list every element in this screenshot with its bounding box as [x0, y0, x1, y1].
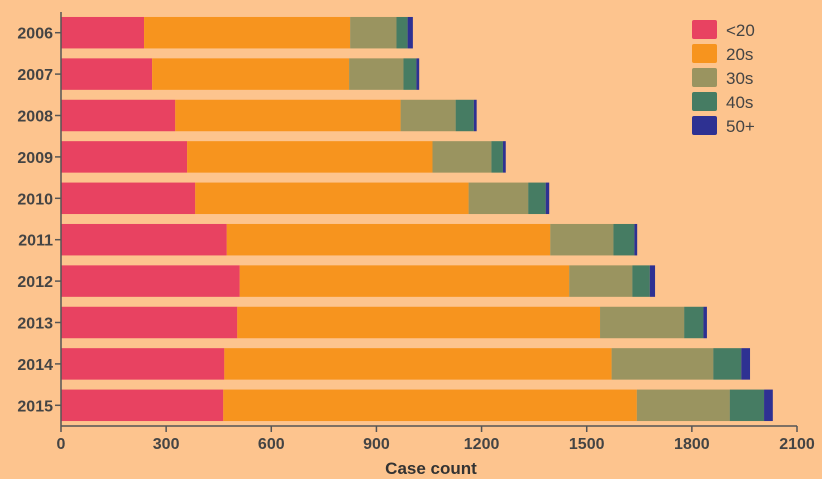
y-tick-label: 2015 [17, 398, 53, 415]
bar-segment-2012-series-2 [569, 265, 633, 297]
bar-segment-2014-series-4 [741, 348, 751, 380]
bar-segment-2011-series-4 [634, 223, 638, 256]
bar-segment-2013-series-1 [237, 306, 601, 339]
axes-layer [60, 12, 797, 427]
bar-segment-2007-series-4 [416, 58, 420, 90]
legend-label: 50+ [726, 117, 755, 136]
bar-segment-2011-series-0 [61, 223, 227, 256]
y-tick-label: 2014 [17, 357, 53, 374]
y-axis-ticks: 2006 2007 2008 2009 2010 2011 2012 2013 2014 2015 [17, 26, 61, 415]
bar-segment-2008-series-0 [61, 99, 176, 132]
bar-segment-2015-series-2 [636, 389, 730, 422]
bar-segment-2010-series-4 [545, 182, 550, 215]
x-tick-label: 1800 [674, 436, 710, 453]
bar-segment-2014-series-3 [713, 348, 742, 380]
bar-segment-2014-series-1 [224, 348, 612, 380]
bar-segment-2008-series-2 [400, 99, 456, 132]
bar-segment-2011-series-3 [613, 223, 635, 256]
legend-label: 30s [726, 69, 753, 88]
x-axis-ticks: 0 300 600 900 1200 1500 1800 2100 [57, 426, 815, 453]
bar-segment-2011-series-1 [226, 223, 551, 256]
bar-segment-2015-series-4 [764, 389, 773, 422]
x-tick-label: 0 [57, 436, 66, 453]
bar-segment-2008-series-1 [175, 99, 401, 132]
bar-segment-2007-series-1 [152, 58, 350, 90]
y-tick-label: 2009 [17, 150, 53, 167]
bar-segment-2009-series-0 [61, 141, 188, 173]
bar-segment-2008-series-4 [473, 99, 477, 132]
bar-segment-2008-series-3 [455, 99, 474, 132]
bar-segment-2013-series-4 [703, 306, 707, 339]
bar-segment-2013-series-2 [600, 306, 685, 339]
x-tick-label: 1500 [569, 436, 605, 453]
bar-segment-2009-series-3 [491, 141, 503, 173]
bar-segment-2006-series-2 [350, 16, 397, 49]
bar-segment-2014-series-2 [611, 348, 714, 380]
bar-segment-2009-series-1 [187, 141, 433, 173]
bar-segment-2010-series-1 [195, 182, 469, 215]
bar-segment-2006-series-0 [61, 16, 145, 49]
bar-segment-2010-series-3 [528, 182, 546, 215]
bar-segment-2012-series-1 [239, 265, 570, 297]
bars-layer [61, 16, 773, 422]
x-tick-label: 2100 [779, 436, 815, 453]
x-axis-label: Case count [385, 459, 477, 478]
x-tick-label: 300 [153, 436, 180, 453]
y-tick-label: 2008 [17, 109, 53, 126]
bar-segment-2013-series-0 [61, 306, 238, 339]
bar-segment-2015-series-0 [61, 389, 224, 422]
bar-segment-2010-series-2 [468, 182, 529, 215]
bar-segment-2011-series-2 [550, 223, 614, 256]
y-tick-label: 2007 [17, 67, 53, 84]
bar-segment-2015-series-3 [729, 389, 765, 422]
bar-segment-2006-series-4 [407, 16, 413, 49]
bar-segment-2012-series-4 [649, 265, 656, 297]
legend-swatch [692, 44, 717, 63]
bar-segment-2012-series-0 [61, 265, 240, 297]
legend-swatch [692, 92, 717, 111]
x-tick-label: 900 [363, 436, 390, 453]
y-tick-label: 2012 [17, 274, 53, 291]
legend-swatch [692, 116, 717, 135]
legend-swatch [692, 20, 717, 39]
legend-label: <20 [726, 21, 755, 40]
legend: <20 20s 30s 40s 50+ [692, 20, 755, 136]
bar-segment-2009-series-2 [432, 141, 492, 173]
y-tick-label: 2010 [17, 191, 53, 208]
bar-segment-2015-series-1 [223, 389, 637, 422]
bar-segment-2006-series-3 [396, 16, 408, 49]
y-tick-label: 2011 [18, 233, 53, 250]
legend-swatch [692, 68, 717, 87]
bar-segment-2014-series-0 [61, 348, 225, 380]
legend-label: 20s [726, 45, 753, 64]
bar-segment-2012-series-3 [632, 265, 650, 297]
bar-segment-2007-series-3 [403, 58, 417, 90]
bar-segment-2009-series-4 [502, 141, 506, 173]
bar-segment-2010-series-0 [61, 182, 196, 215]
y-tick-label: 2013 [17, 316, 53, 333]
bar-segment-2006-series-1 [144, 16, 351, 49]
x-tick-label: 1200 [464, 436, 500, 453]
bar-segment-2007-series-2 [349, 58, 404, 90]
bar-segment-2013-series-3 [684, 306, 704, 339]
legend-label: 40s [726, 93, 753, 112]
y-tick-label: 2006 [17, 26, 53, 43]
x-tick-label: 600 [258, 436, 285, 453]
bar-segment-2007-series-0 [61, 58, 153, 90]
